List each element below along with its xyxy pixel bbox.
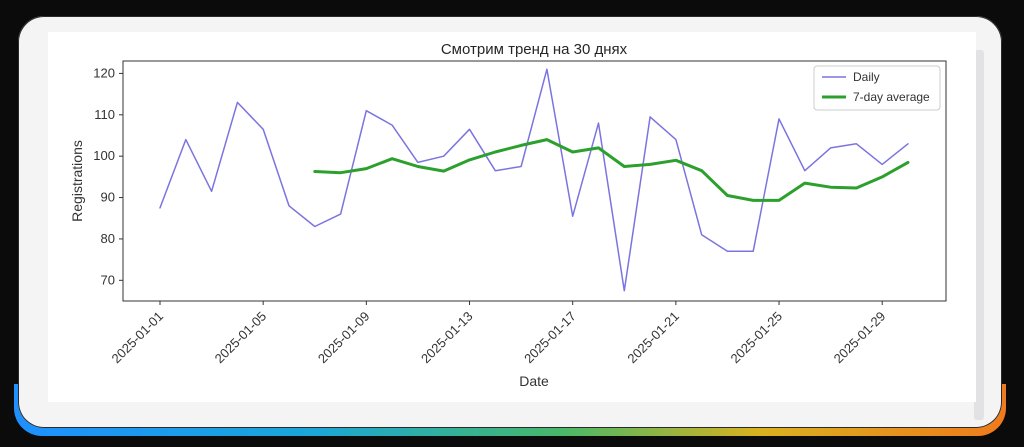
y-tick-label: 100 — [93, 148, 115, 163]
y-tick-label: 120 — [93, 65, 115, 80]
legend: Daily 7-day average — [813, 65, 941, 111]
plot-area — [122, 60, 947, 302]
x-axis-label: Date — [519, 373, 549, 389]
series-line-daily — [159, 68, 909, 292]
series-layer — [159, 68, 910, 292]
y-axis: 70 80 90 100 110 120 — [93, 65, 123, 287]
y-tick-label: 90 — [101, 190, 115, 205]
y-tick-label: 80 — [101, 231, 115, 246]
card-scroll-edge — [974, 50, 984, 420]
y-axis-label: Registrations — [69, 140, 85, 222]
legend-label-daily: Daily — [853, 70, 880, 84]
y-tick-label: 70 — [101, 272, 115, 287]
series-line-7day-average — [313, 138, 910, 202]
y-tick-label: 110 — [94, 107, 115, 122]
legend-label-7day-average: 7-day average — [853, 90, 930, 104]
chart-title: Смотрим тренд на 30 днях — [441, 41, 628, 58]
